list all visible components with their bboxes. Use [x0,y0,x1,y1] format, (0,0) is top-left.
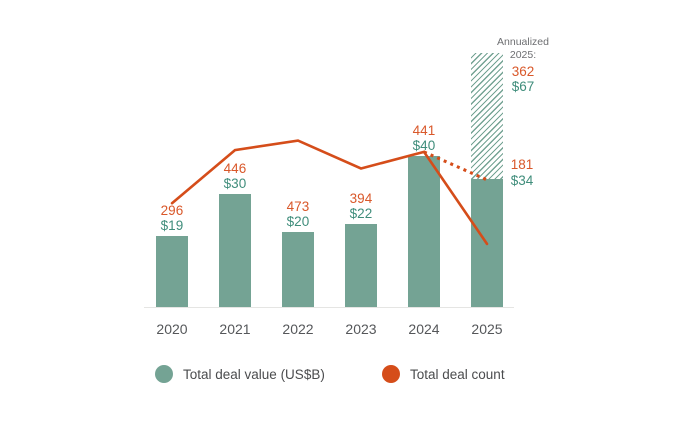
legend-item-total-deal-count: Total deal count [382,365,505,383]
bar-2021 [219,194,251,308]
deal-value-2022: $20 [286,214,310,229]
deal-count-2022: 473 [286,199,310,214]
deal-value-2021: $30 [223,176,247,191]
deal-value-2020: $19 [160,217,184,233]
bar-label-2023: 394 $22 [321,191,401,221]
legend-item-total-deal-value: Total deal value (US$B) [155,365,325,383]
deal-value-2024: $40 [412,138,436,153]
deal-count-2023: 394 [349,191,373,207]
legend-label-deal-value: Total deal value (US$B) [183,366,325,382]
bar-label-2020: 296 $19 [132,203,212,233]
deal-count-swatch-icon [382,365,400,383]
bar-label-2024: 441 $40 [384,123,464,153]
deal-count-2025: 181 [510,157,534,172]
x-tick-2025: 2025 [471,321,503,337]
annualized-2025-annotation: Annualized 2025: 362 $67 [484,36,562,94]
annualized-deal-count: 362 [511,64,535,79]
deal-value-2023: $22 [349,206,373,222]
annualized-heading-line1: Annualized [497,36,549,48]
legend: Total deal value (US$B) Total deal count [0,365,700,383]
label-2025-actuals: 181 $34 [490,157,554,189]
x-tick-2024: 2024 [408,321,440,337]
x-tick-2020: 2020 [156,321,188,337]
annualized-heading-line2: 2025: [509,49,537,61]
deal-value-2025: $34 [510,173,534,188]
deal-value-swatch-icon [155,365,173,383]
annualized-deal-value: $67 [511,79,535,94]
bar-2025 [471,178,503,308]
legend-label-deal-count: Total deal count [410,366,505,382]
x-axis-line [144,307,514,308]
x-tick-2023: 2023 [345,321,377,337]
bar-2022 [282,232,314,308]
bar-2020 [156,235,188,308]
bar-2024 [408,156,440,308]
bar-label-2022: 473 $20 [258,199,338,229]
deal-count-2021: 446 [223,161,247,176]
bar-label-2021: 446 $30 [195,161,275,191]
deal-count-2020: 296 [160,202,184,218]
deal-count-2024: 441 [412,123,436,138]
x-tick-2022: 2022 [282,321,314,337]
bar-2023 [345,224,377,308]
x-tick-2021: 2021 [219,321,251,337]
